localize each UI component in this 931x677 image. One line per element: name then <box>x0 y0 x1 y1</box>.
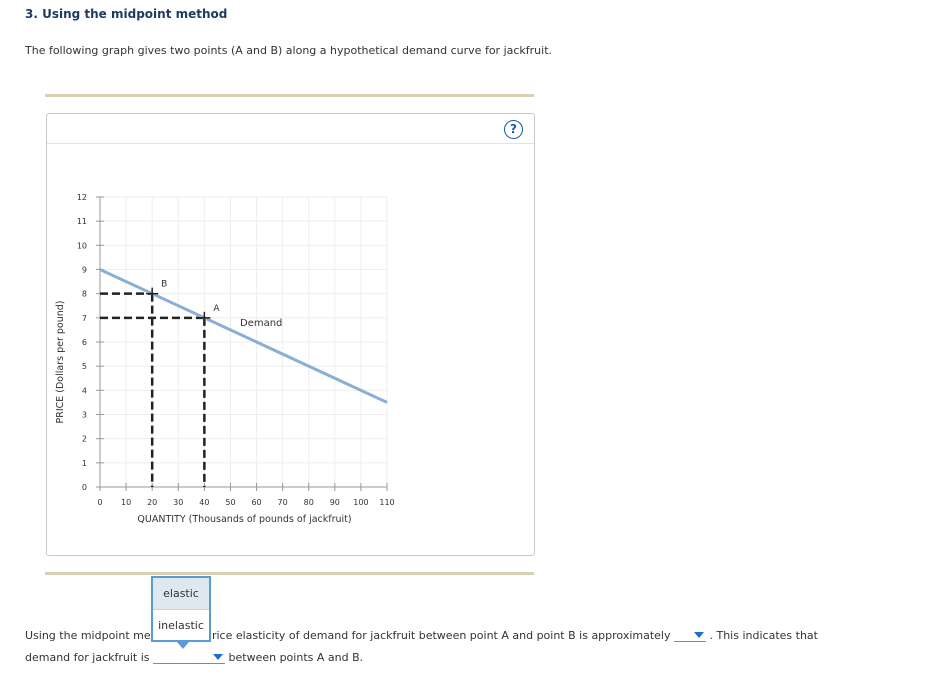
top-divider <box>45 94 534 97</box>
demand-curve-label: Demand <box>240 318 282 329</box>
elasticity-type-dropdown[interactable] <box>153 651 226 664</box>
y-tick-label: 7 <box>82 314 87 323</box>
question-title: 3. Using the midpoint method <box>25 7 228 21</box>
dropdown-menu: elastic inelastic <box>151 576 211 649</box>
answer-text-1a: Using the midpoint met <box>25 629 155 642</box>
option-elastic[interactable]: elastic <box>153 578 209 610</box>
option-inelastic[interactable]: inelastic <box>158 619 204 632</box>
chart-grid <box>99 196 388 488</box>
y-tick-label: 5 <box>82 362 87 371</box>
chart-guides <box>100 292 206 487</box>
dropdown-caret-icon <box>177 642 189 649</box>
answer-line-1: Using the midpoint met rice elasticity of… <box>25 629 818 642</box>
x-tick-label: 90 <box>330 498 340 507</box>
answer-text-1b: rice elasticity of demand for jackfruit … <box>211 629 671 642</box>
y-tick-label: 3 <box>82 411 87 420</box>
graph-panel: ? <box>46 113 535 556</box>
x-tick-label: 110 <box>379 498 394 507</box>
x-tick-label: 100 <box>353 498 368 507</box>
chart-series <box>99 268 388 404</box>
y-tick-label: 0 <box>82 483 87 492</box>
y-tick-label: 11 <box>77 217 87 226</box>
x-tick-label: 60 <box>251 498 261 507</box>
y-tick-label: 8 <box>82 290 87 299</box>
y-tick-label: 1 <box>82 459 87 468</box>
y-tick-label: 4 <box>82 386 87 395</box>
bottom-divider <box>45 572 534 575</box>
demand-curve <box>99 268 388 404</box>
x-tick-label: 50 <box>225 498 235 507</box>
y-tick-label: 2 <box>82 435 87 444</box>
chart-axes <box>96 196 388 491</box>
y-tick-label: 12 <box>77 193 87 202</box>
answer-text-1c: . This indicates that <box>709 629 818 642</box>
x-axis-label: QUANTITY (Thousands of pounds of jackfru… <box>137 514 351 525</box>
question-intro: The following graph gives two points (A … <box>25 44 553 57</box>
point-label-b: B <box>161 280 167 290</box>
point-label-a: A <box>213 304 220 314</box>
elasticity-value-dropdown[interactable] <box>674 629 706 642</box>
answer-text-2a: demand for jackfruit is <box>25 651 150 664</box>
y-tick-label: 10 <box>77 241 87 250</box>
answer-text-2b: between points A and B. <box>228 651 364 664</box>
x-tick-label: 70 <box>278 498 288 507</box>
y-tick-label: 6 <box>82 338 87 347</box>
y-axis-label: PRICE (Dollars per pound) <box>55 300 66 423</box>
x-tick-label: 0 <box>97 498 102 507</box>
x-tick-label: 30 <box>173 498 183 507</box>
dropdown-arrow-icon <box>694 632 704 638</box>
x-tick-label: 20 <box>147 498 157 507</box>
answer-line-2: demand for jackfruit is between points A… <box>25 651 363 664</box>
graph-header: ? <box>47 114 534 144</box>
help-icon[interactable]: ? <box>504 120 523 139</box>
dropdown-arrow-icon <box>213 654 224 660</box>
x-tick-label: 40 <box>199 498 209 507</box>
y-tick-label: 9 <box>82 266 87 275</box>
x-tick-label: 10 <box>121 498 131 507</box>
x-tick-label: 80 <box>304 498 314 507</box>
